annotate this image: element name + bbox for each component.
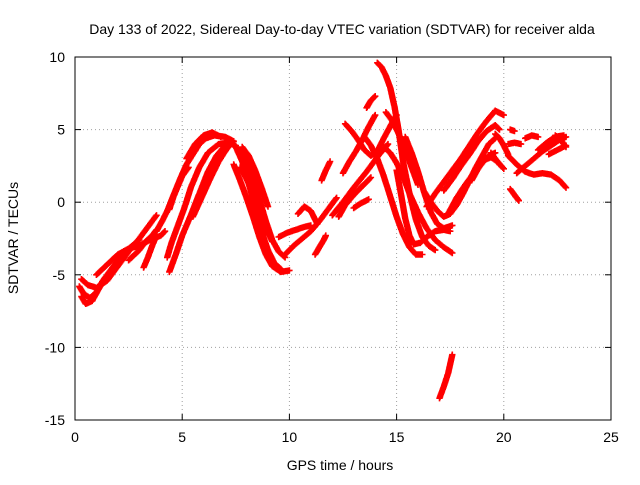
data-point-marks bbox=[294, 203, 321, 228]
data-series bbox=[294, 203, 321, 228]
y-axis-label: SDTVAR / TECUs bbox=[5, 182, 21, 294]
data-point-marks bbox=[504, 139, 525, 148]
x-axis-label: GPS time / hours bbox=[287, 457, 394, 473]
data-point-marks bbox=[522, 132, 542, 142]
data-series bbox=[436, 351, 456, 402]
data-point-marks bbox=[335, 174, 375, 220]
data-point-marks bbox=[189, 142, 233, 220]
data-point-marks bbox=[487, 149, 503, 168]
y-tick-label: -15 bbox=[45, 412, 65, 428]
y-tick-label: 10 bbox=[49, 49, 65, 65]
data-series bbox=[507, 126, 518, 135]
data-points bbox=[76, 59, 570, 402]
data-point-marks bbox=[183, 129, 224, 162]
data-point-marks bbox=[361, 133, 426, 258]
data-series bbox=[78, 274, 109, 307]
data-point-marks bbox=[125, 226, 160, 264]
x-tick-label: 20 bbox=[496, 429, 512, 445]
data-series bbox=[382, 109, 422, 188]
data-series bbox=[236, 164, 276, 245]
data-point-marks bbox=[350, 196, 372, 212]
data-series bbox=[507, 185, 522, 204]
tick-labels: 0 5 10 15 20 25 10 5 0 -5 -10 -15 bbox=[45, 49, 619, 445]
data-point-marks bbox=[440, 122, 503, 194]
data-series bbox=[440, 122, 503, 194]
y-tick-label: 0 bbox=[57, 194, 65, 210]
x-tick-label: 0 bbox=[71, 429, 79, 445]
data-point-marks bbox=[140, 232, 160, 271]
data-series bbox=[492, 130, 512, 158]
data-point-marks bbox=[552, 132, 570, 151]
data-point-marks bbox=[275, 222, 314, 241]
data-series bbox=[275, 222, 314, 241]
data-series bbox=[361, 133, 426, 258]
data-point-marks bbox=[236, 164, 276, 245]
data-series bbox=[504, 139, 525, 148]
data-series bbox=[140, 232, 160, 271]
x-tick-label: 10 bbox=[282, 429, 298, 445]
data-series bbox=[393, 167, 454, 248]
y-tick-label: -10 bbox=[45, 339, 65, 355]
data-series bbox=[335, 174, 375, 220]
data-point-marks bbox=[507, 126, 518, 135]
data-series bbox=[504, 152, 570, 191]
data-point-marks bbox=[230, 161, 293, 276]
data-series bbox=[423, 107, 507, 210]
data-point-marks bbox=[78, 274, 109, 307]
data-point-marks bbox=[318, 158, 334, 184]
data-point-marks bbox=[382, 109, 422, 188]
data-point-marks bbox=[311, 232, 329, 258]
x-tick-label: 15 bbox=[389, 429, 405, 445]
data-point-marks bbox=[436, 351, 456, 402]
data-point-marks bbox=[164, 139, 239, 261]
data-series bbox=[363, 93, 379, 111]
data-series bbox=[166, 164, 192, 213]
data-point-marks bbox=[239, 143, 272, 210]
plot-frame bbox=[74, 56, 612, 421]
data-series bbox=[183, 129, 224, 162]
x-tick-label: 5 bbox=[178, 429, 186, 445]
data-series bbox=[487, 149, 503, 168]
data-series bbox=[189, 142, 233, 220]
data-series bbox=[522, 132, 542, 142]
axis-ticks bbox=[74, 56, 612, 421]
data-point-marks bbox=[492, 130, 512, 158]
y-tick-label: 5 bbox=[57, 122, 65, 138]
data-series bbox=[164, 139, 239, 261]
data-series bbox=[239, 143, 272, 210]
data-point-marks bbox=[504, 152, 570, 191]
data-series bbox=[125, 226, 160, 264]
chart-title: Day 133 of 2022, Sidereal Day-to-day VTE… bbox=[89, 21, 595, 37]
data-series bbox=[318, 158, 334, 184]
data-point-marks bbox=[363, 93, 379, 111]
data-point-marks bbox=[166, 164, 192, 213]
data-point-marks bbox=[393, 167, 454, 248]
data-series bbox=[311, 232, 329, 258]
data-point-marks bbox=[423, 107, 507, 210]
data-point-marks bbox=[507, 185, 522, 204]
data-series bbox=[552, 132, 570, 151]
data-series bbox=[350, 196, 372, 212]
data-series bbox=[230, 161, 293, 276]
x-tick-label: 25 bbox=[603, 429, 619, 445]
y-tick-label: -5 bbox=[53, 267, 66, 283]
